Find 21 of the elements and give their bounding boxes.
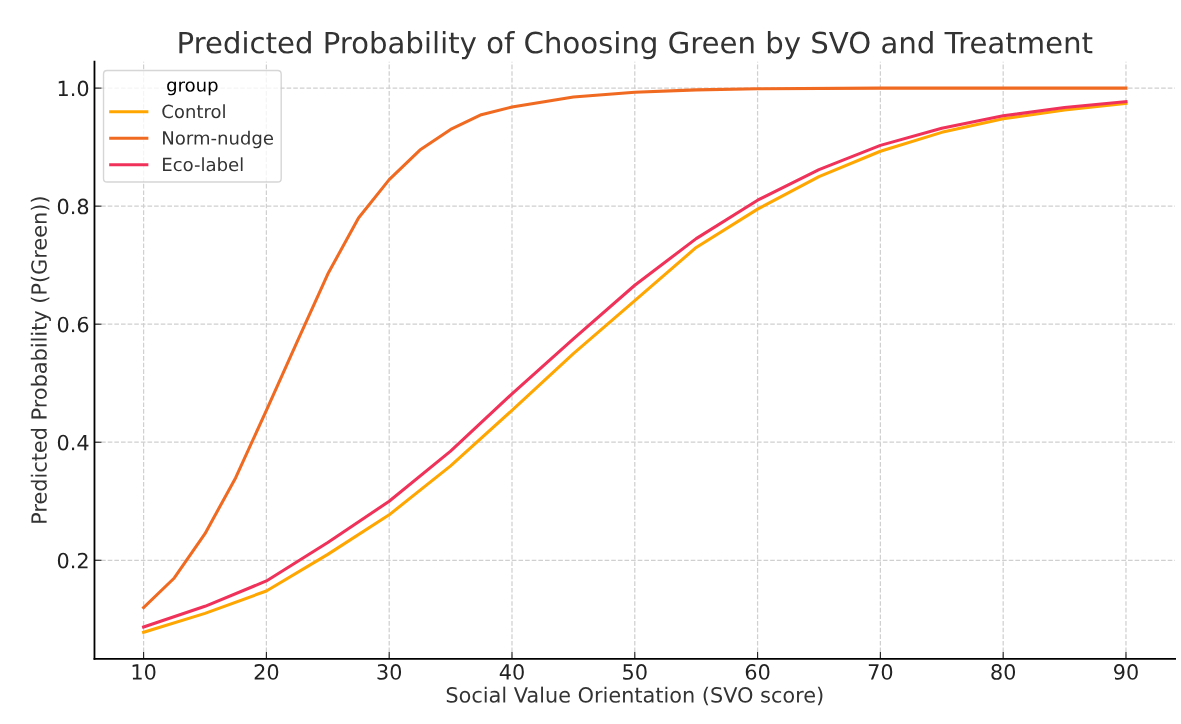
legend-title: group bbox=[167, 81, 218, 96]
y-tick-label: 0.6 bbox=[57, 316, 89, 333]
x-tick-label: 20 bbox=[254, 664, 279, 680]
y-tick-label: 0.2 bbox=[57, 552, 88, 569]
x-tick-label: 60 bbox=[745, 664, 770, 680]
x-tick-label: 40 bbox=[499, 664, 524, 680]
y-tick-label: 0.8 bbox=[57, 198, 89, 215]
legend-label: Control bbox=[162, 104, 225, 119]
x-axis-title: Social Value Orientation (SVO score) bbox=[446, 686, 823, 706]
x-tick-label: 90 bbox=[1114, 664, 1138, 680]
y-tick-label: 0.4 bbox=[57, 434, 89, 451]
x-tick-label: 30 bbox=[377, 664, 402, 680]
x-tick-label: 80 bbox=[991, 664, 1016, 680]
legend-label: Norm-nudge bbox=[163, 130, 274, 149]
x-tick-label: 50 bbox=[623, 664, 647, 680]
chart-title: Predicted Probability of Choosing Green by SVO and Treatment bbox=[179, 31, 1093, 60]
x-tick-label: 70 bbox=[868, 664, 893, 680]
x-tick-label: 10 bbox=[132, 664, 156, 680]
y-tick-label: 1.0 bbox=[58, 80, 89, 97]
y-axis-title: Predicted Probability (P(Green)) bbox=[30, 197, 51, 523]
legend-label: Eco-label bbox=[163, 157, 243, 172]
